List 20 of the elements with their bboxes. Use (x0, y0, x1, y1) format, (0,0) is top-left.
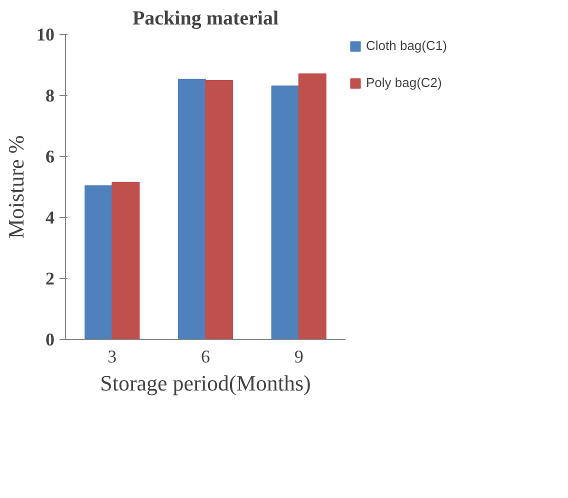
bar (84, 185, 113, 340)
y-tick-label: 2 (46, 268, 54, 288)
x-tick-label: 9 (294, 346, 304, 366)
bar (205, 80, 234, 340)
y-tick-label: 6 (46, 146, 54, 166)
x-tick-label: 3 (108, 346, 117, 366)
bar (298, 73, 326, 340)
chart-title: Packing material (132, 8, 279, 30)
legend-label: Poly bag(C2) (366, 75, 442, 90)
legend-label: Cloth bag(C1) (366, 38, 447, 53)
bar (112, 182, 140, 340)
y-tick-label: 0 (46, 330, 54, 350)
bar (178, 78, 206, 340)
x-tick-label: 6 (201, 346, 210, 366)
y-axis-title: Moisture % (4, 135, 28, 239)
y-tick-label: 8 (46, 86, 54, 106)
x-axis-title: Storage period(Months) (100, 370, 311, 396)
y-tick-label: 4 (46, 208, 54, 228)
y-tick-label: 10 (36, 24, 54, 44)
bar (271, 86, 300, 340)
